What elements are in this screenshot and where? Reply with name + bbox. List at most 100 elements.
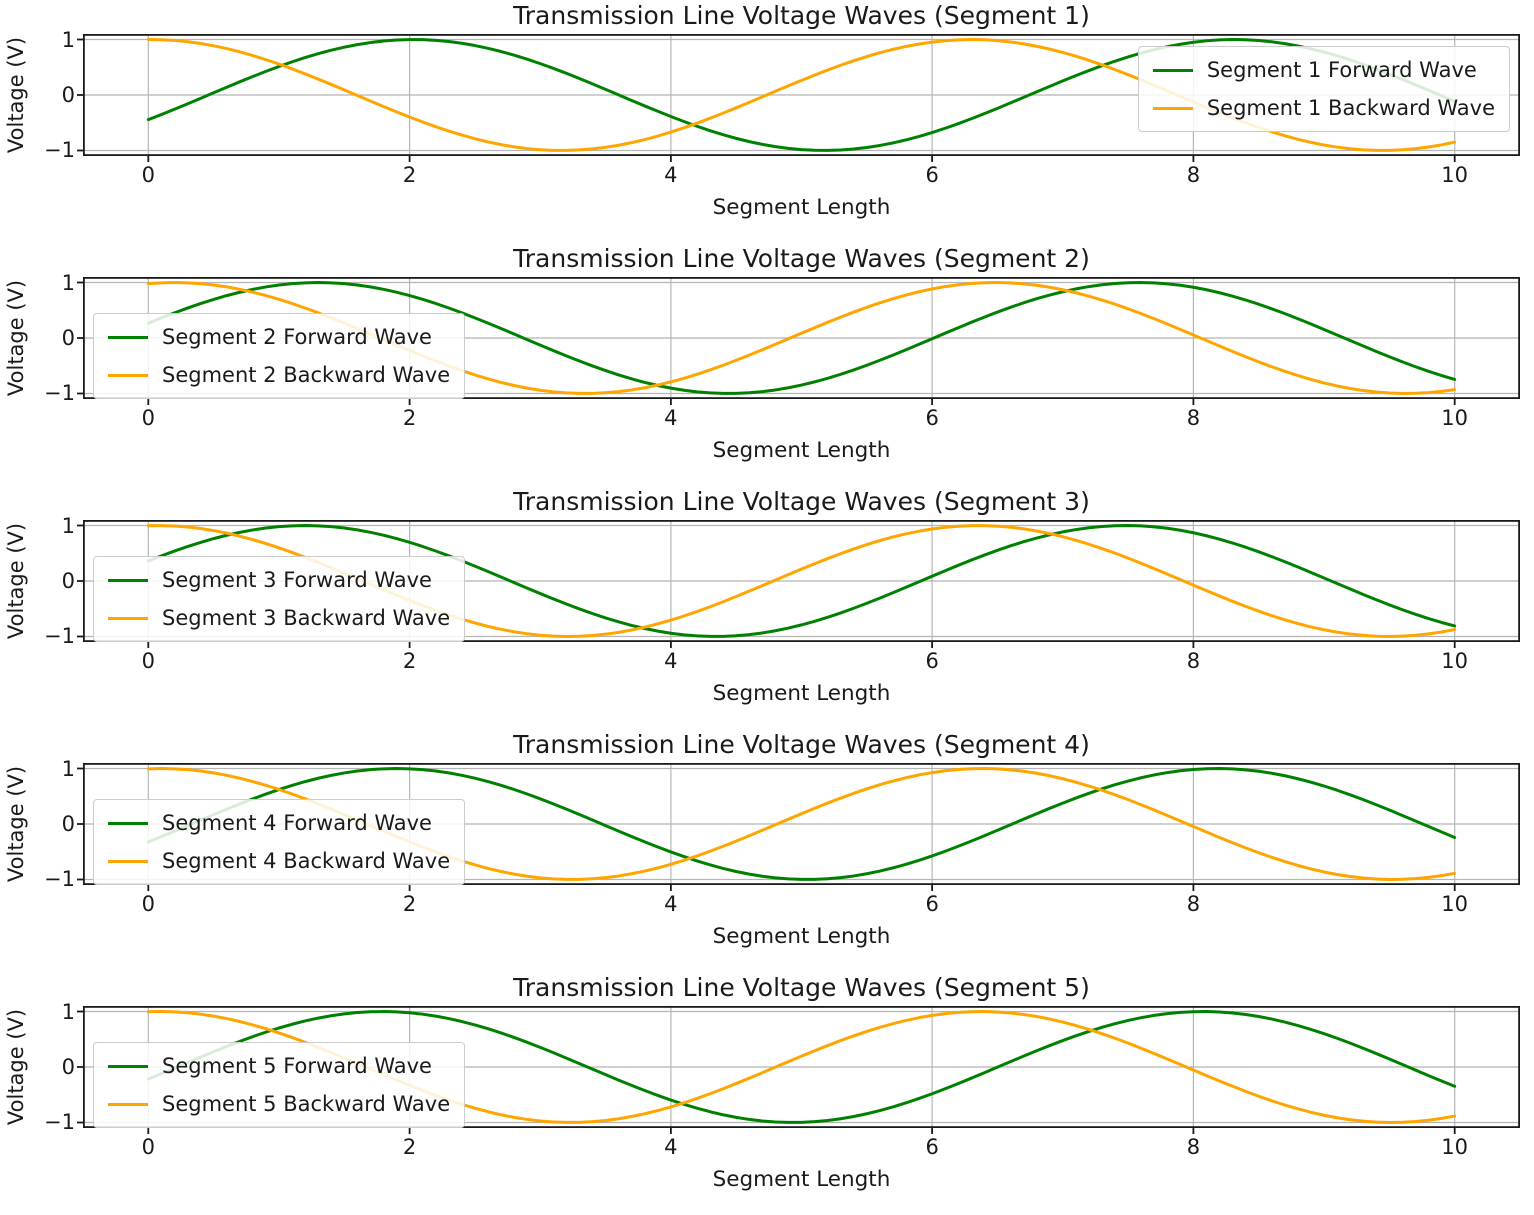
x-tick-label: 4 <box>664 649 678 673</box>
backward-wave-legend-swatch <box>108 373 148 377</box>
y-tick-label: −1 <box>44 1110 75 1135</box>
legend-item: Segment 5 Forward Wave <box>108 1051 450 1081</box>
legend-label: Segment 3 Forward Wave <box>162 568 432 592</box>
x-tick-label: 4 <box>664 163 678 187</box>
y-tick-label: 1 <box>61 513 75 538</box>
y-tick-label: −1 <box>44 624 75 649</box>
plot-title: Transmission Line Voltage Waves (Segment… <box>513 730 1090 759</box>
y-tick-label: 0 <box>61 812 75 836</box>
legend: Segment 3 Forward Wave Segment 3 Backward… <box>93 556 466 642</box>
backward-wave-legend-swatch <box>108 859 148 863</box>
legend-item: Segment 1 Forward Wave <box>1152 55 1495 85</box>
legend-item: Segment 5 Backward Wave <box>108 1089 450 1119</box>
x-tick-label: 10 <box>1441 649 1469 673</box>
y-tick-label: −1 <box>44 138 75 163</box>
legend-label: Segment 1 Forward Wave <box>1206 58 1477 82</box>
x-tick-label: 6 <box>925 406 939 430</box>
forward-wave-line <box>146 281 1457 395</box>
y-tick-label: −1 <box>44 381 75 406</box>
legend-item: Segment 4 Forward Wave <box>108 808 450 838</box>
subplot-3: Transmission Line Voltage Waves (Segment… <box>0 486 1534 729</box>
legend-item: Segment 3 Backward Wave <box>108 603 450 633</box>
x-tick-label: 10 <box>1441 406 1469 430</box>
legend-label: Segment 5 Backward Wave <box>162 1092 451 1116</box>
x-tick-label: 8 <box>1186 649 1201 673</box>
forward-wave-line <box>146 767 1457 881</box>
x-tick-label: 0 <box>141 1135 155 1159</box>
forward-wave-legend-swatch <box>108 578 148 582</box>
forward-wave-legend-swatch <box>108 1064 148 1068</box>
y-tick-label: 0 <box>61 326 75 350</box>
subplot-4: Transmission Line Voltage Waves (Segment… <box>0 729 1534 972</box>
x-tick-label: 0 <box>141 163 155 187</box>
x-tick-label: 6 <box>925 163 939 187</box>
subplot-2: Transmission Line Voltage Waves (Segment… <box>0 243 1534 486</box>
y-tick-label: 1 <box>61 270 75 295</box>
backward-wave-legend-swatch <box>108 616 148 620</box>
y-axis-label: Voltage (V) <box>4 522 28 640</box>
legend-item: Segment 2 Forward Wave <box>108 322 450 352</box>
forward-wave-line <box>146 524 1457 638</box>
x-tick-label: 2 <box>402 406 417 430</box>
x-tick-label: 4 <box>664 1135 678 1159</box>
axes-frame <box>82 276 1520 399</box>
plot-title: Transmission Line Voltage Waves (Segment… <box>513 487 1090 516</box>
y-tick-label: 1 <box>61 999 75 1024</box>
legend-item: Segment 3 Forward Wave <box>108 565 450 595</box>
x-tick-label: 2 <box>402 1135 417 1159</box>
y-axis-label: Voltage (V) <box>4 1008 28 1126</box>
y-tick-label: 0 <box>61 1055 75 1079</box>
y-axis-label: Voltage (V) <box>4 765 28 883</box>
y-tick-label: −1 <box>44 867 75 892</box>
legend: Segment 4 Forward Wave Segment 4 Backward… <box>93 799 466 885</box>
x-axis-label: Segment Length <box>712 438 891 463</box>
x-tick-label: 6 <box>925 649 939 673</box>
x-tick-label: 2 <box>402 892 417 916</box>
backward-wave-legend-swatch <box>108 1102 148 1106</box>
backward-wave-legend-swatch <box>1152 106 1193 110</box>
axes-frame <box>82 762 1520 885</box>
legend-label: Segment 1 Backward Wave <box>1206 96 1495 120</box>
legend: Segment 5 Forward Wave Segment 5 Backward… <box>93 1042 466 1128</box>
y-axis-label: Voltage (V) <box>4 279 28 397</box>
forward-wave-legend-swatch <box>108 821 148 825</box>
x-axis-label: Segment Length <box>712 1167 891 1192</box>
legend-item: Segment 1 Backward Wave <box>1152 93 1495 123</box>
forward-wave-line <box>146 1010 1457 1124</box>
axes-frame <box>82 33 1520 156</box>
x-tick-label: 4 <box>664 406 678 430</box>
legend-label: Segment 4 Backward Wave <box>162 849 451 873</box>
plot-title: Transmission Line Voltage Waves (Segment… <box>513 1 1090 30</box>
forward-wave-legend-swatch <box>108 335 148 339</box>
y-tick-label: 1 <box>61 756 75 781</box>
x-tick-label: 6 <box>925 1135 939 1159</box>
plot-title: Transmission Line Voltage Waves (Segment… <box>513 973 1090 1002</box>
forward-wave-line <box>146 38 1457 152</box>
legend-label: Segment 2 Forward Wave <box>162 325 432 349</box>
legend-label: Segment 5 Forward Wave <box>162 1054 432 1078</box>
x-tick-label: 10 <box>1441 1135 1469 1159</box>
y-tick-label: 0 <box>61 569 75 593</box>
legend-label: Segment 3 Backward Wave <box>162 606 451 630</box>
forward-wave-legend-swatch <box>1152 68 1193 72</box>
x-tick-label: 6 <box>925 892 939 916</box>
plot-title: Transmission Line Voltage Waves (Segment… <box>513 244 1090 273</box>
x-tick-label: 8 <box>1186 163 1201 187</box>
y-tick-label: 0 <box>61 83 75 107</box>
x-tick-label: 8 <box>1186 406 1201 430</box>
legend: Segment 2 Forward Wave Segment 2 Backward… <box>93 313 466 399</box>
x-tick-label: 0 <box>141 649 155 673</box>
x-tick-label: 8 <box>1186 892 1201 916</box>
x-tick-label: 8 <box>1186 1135 1201 1159</box>
x-tick-label: 2 <box>402 163 417 187</box>
axes-frame <box>82 519 1520 642</box>
x-axis-label: Segment Length <box>712 195 891 220</box>
x-tick-label: 2 <box>402 649 417 673</box>
x-tick-label: 4 <box>664 892 678 916</box>
legend-item: Segment 2 Backward Wave <box>108 360 450 390</box>
legend-item: Segment 4 Backward Wave <box>108 846 450 876</box>
x-axis-label: Segment Length <box>712 924 891 949</box>
subplot-1: Transmission Line Voltage Waves (Segment… <box>0 0 1534 243</box>
x-tick-label: 10 <box>1441 163 1469 187</box>
